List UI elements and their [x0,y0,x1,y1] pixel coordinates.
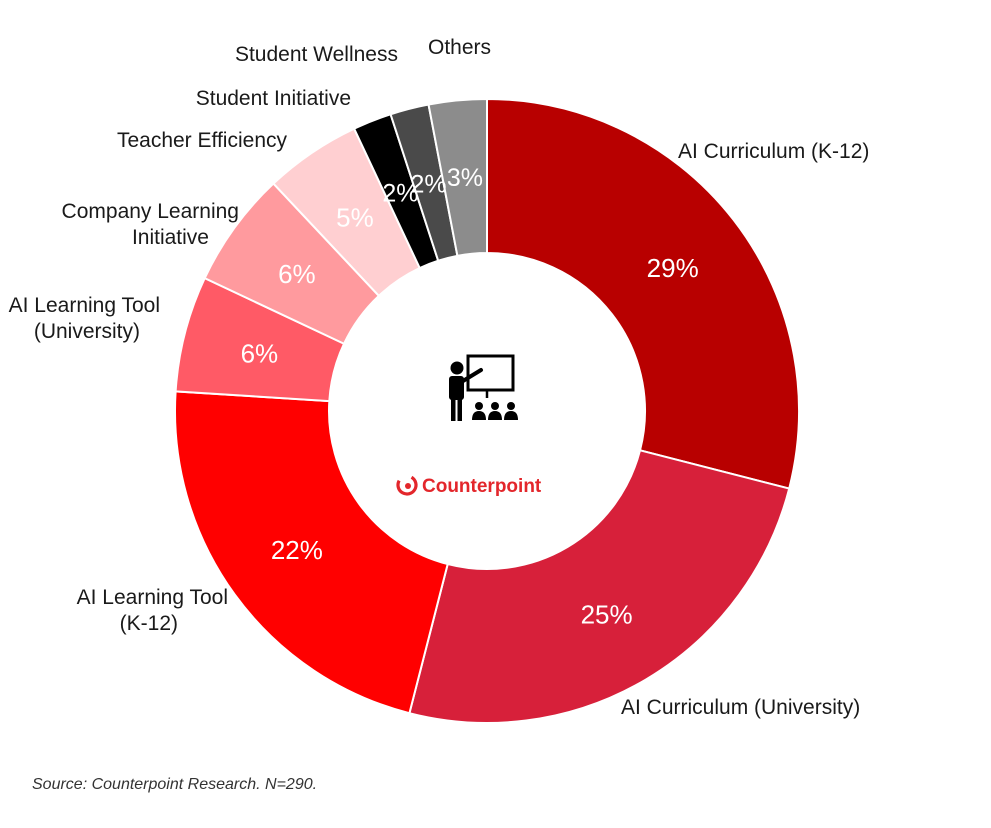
value-label-ai-learning-tool-university: 6% [241,339,279,369]
category-label-company-learning-initiative: Company Learning Initiative [62,200,239,249]
counterpoint-logo: Counterpoint [396,474,542,497]
value-label-ai-curriculum-k-12: 29% [647,253,699,283]
value-label-company-learning-initiative: 6% [278,259,316,289]
value-label-others: 3% [447,164,483,192]
slice-ai-curriculum-university [408,449,791,724]
category-label-teacher-efficiency: Teacher Efficiency [117,129,288,152]
slice-value-labels: 29%25%22%6%6%5%2%2% 3% [241,164,699,629]
donut-slices [174,97,800,724]
counterpoint-logo-text: Counterpoint [422,476,542,497]
source-note: Source: Counterpoint Research. N=290. [32,776,318,793]
category-label-student-initiative: Student Initiative [196,87,351,110]
value-label-student-initiative: 2% [382,180,418,208]
category-label-ai-curriculum-k-12: AI Curriculum (K-12) [678,140,869,163]
value-label-student-wellness: 2% [410,170,446,198]
category-label-ai-curriculum-university: AI Curriculum (University) [621,696,860,719]
slice-ai-curriculum-k-12 [486,97,800,490]
slice-others [427,97,488,257]
category-label-ai-learning-tool-university: AI Learning Tool (University) [9,294,160,343]
category-label-others: Others [428,36,491,59]
value-label-teacher-efficiency: 5% [336,203,374,233]
category-label-student-wellness: Student Wellness [235,43,398,66]
value-label-ai-curriculum-university: 25% [581,599,633,629]
slice-category-labels: AI Curriculum (K-12) AI Curriculum (Unive… [9,36,870,719]
teacher-presentation-icon [449,354,518,421]
slice-ai-learning-tool-k-12 [174,390,449,715]
counterpoint-logo-icon [396,474,418,496]
category-label-ai-learning-tool-k-12: AI Learning Tool (K-12) [77,586,228,635]
value-label-ai-learning-tool-k-12: 22% [271,535,323,565]
